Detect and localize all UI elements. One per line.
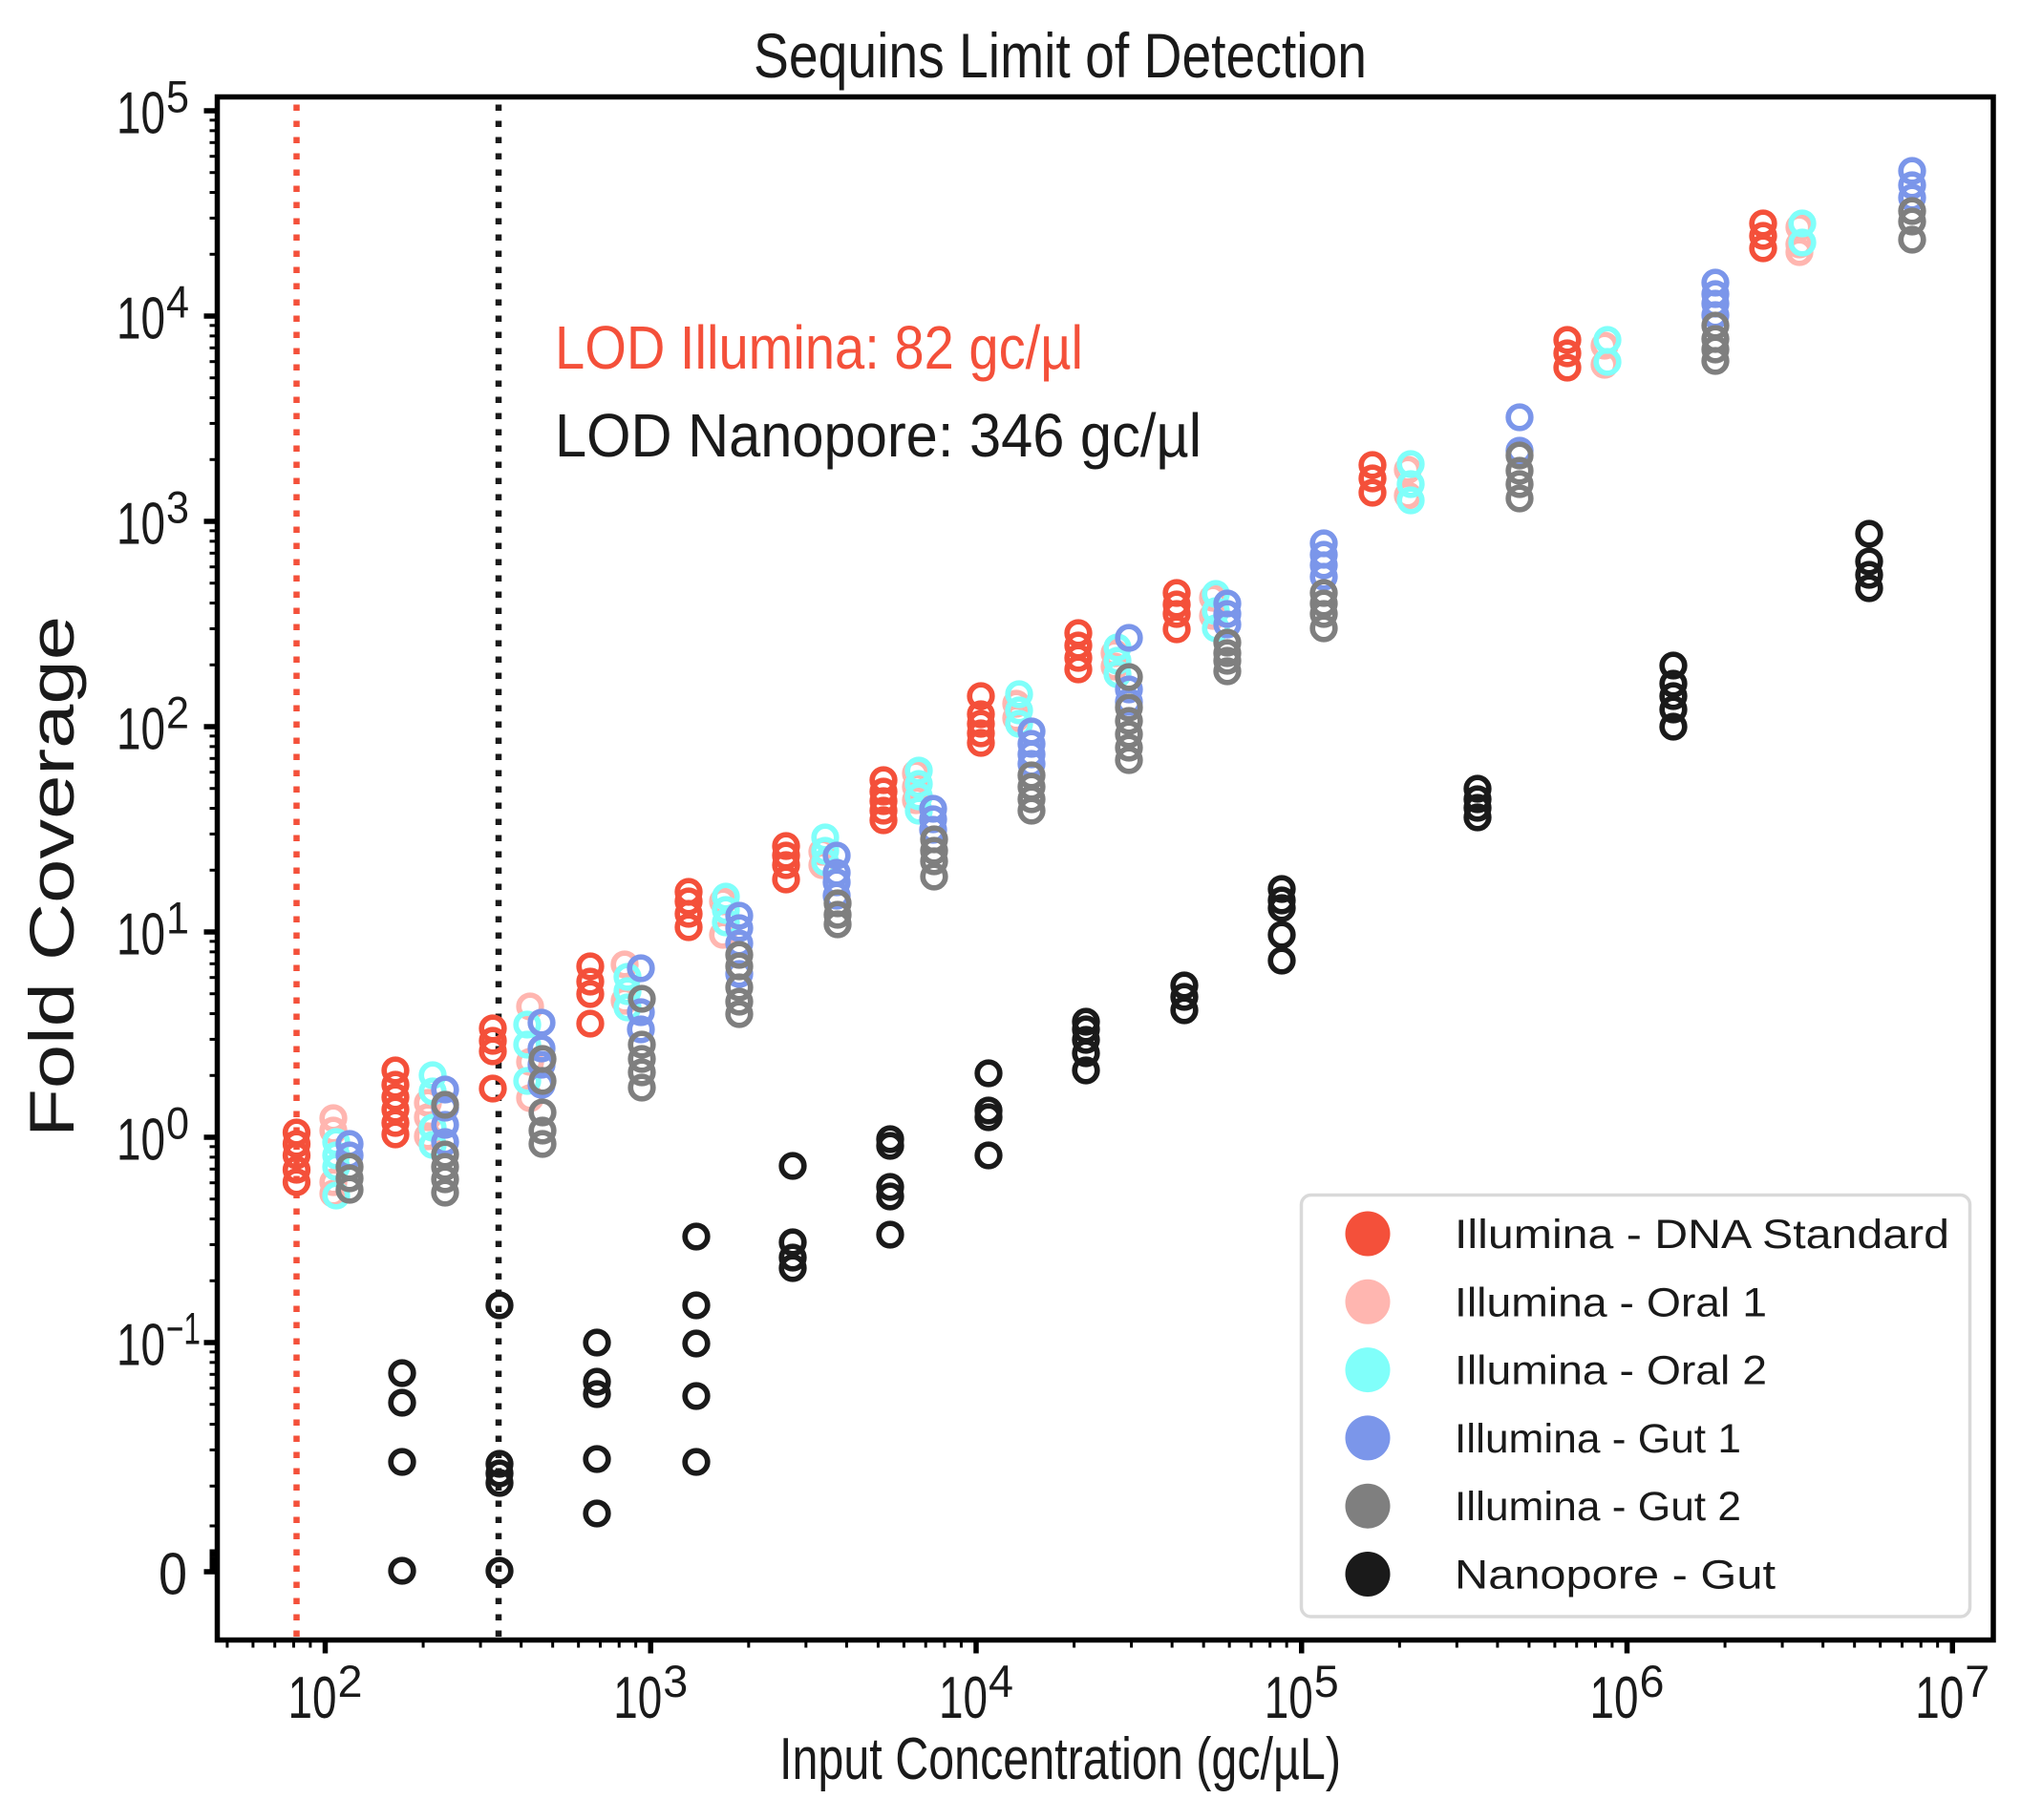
svg-text:5: 5 (166, 72, 189, 122)
svg-text:1: 1 (166, 893, 189, 943)
svg-text:Illumina - Gut 2: Illumina - Gut 2 (1455, 1484, 1741, 1530)
svg-text:10: 10 (1590, 1665, 1639, 1731)
svg-text:10: 10 (288, 1665, 337, 1731)
svg-text:10: 10 (117, 81, 165, 147)
svg-text:10: 10 (1265, 1665, 1313, 1731)
svg-text:2: 2 (338, 1656, 363, 1706)
svg-text:6: 6 (1640, 1656, 1665, 1706)
svg-text:Sequins Limit of Detection: Sequins Limit of Detection (754, 20, 1367, 91)
svg-text:5: 5 (1314, 1656, 1339, 1706)
svg-text:10: 10 (939, 1665, 988, 1731)
svg-text:Fold Coverage: Fold Coverage (16, 616, 87, 1137)
svg-text:2: 2 (166, 688, 189, 738)
svg-text:10: 10 (117, 1313, 165, 1379)
svg-text:10: 10 (117, 286, 165, 352)
svg-text:10: 10 (1915, 1665, 1964, 1731)
svg-text:Input Concentration (gc/µL): Input Concentration (gc/µL) (779, 1726, 1341, 1792)
svg-text:7: 7 (1965, 1656, 1989, 1706)
svg-text:3: 3 (663, 1656, 688, 1706)
svg-text:10: 10 (117, 697, 165, 763)
svg-text:0: 0 (159, 1542, 187, 1608)
svg-text:LOD Nanopore: 346 gc/µl: LOD Nanopore: 346 gc/µl (555, 401, 1202, 470)
svg-text:10: 10 (117, 902, 165, 968)
svg-text:LOD Illumina: 82 gc/µl: LOD Illumina: 82 gc/µl (555, 313, 1083, 382)
svg-text:Illumina - Oral 1: Illumina - Oral 1 (1455, 1280, 1767, 1325)
svg-text:3: 3 (166, 482, 189, 533)
svg-text:10: 10 (117, 1108, 165, 1174)
svg-text:Illumina - Oral 2: Illumina - Oral 2 (1455, 1348, 1767, 1394)
svg-text:Illumina - DNA Standard: Illumina - DNA Standard (1455, 1212, 1949, 1258)
svg-text:4: 4 (166, 277, 189, 328)
svg-text:Illumina - Gut 1: Illumina - Gut 1 (1455, 1416, 1741, 1462)
svg-text:Nanopore - Gut: Nanopore - Gut (1455, 1553, 1776, 1598)
svg-text:0: 0 (166, 1098, 189, 1149)
svg-text:10: 10 (613, 1665, 662, 1731)
svg-text:10: 10 (117, 492, 165, 558)
svg-text:4: 4 (989, 1656, 1013, 1706)
svg-text:−1: −1 (166, 1303, 201, 1354)
